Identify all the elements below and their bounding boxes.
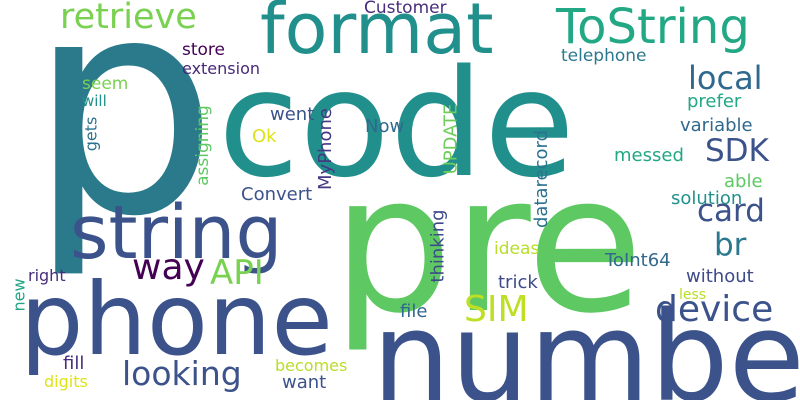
word-extension: extension — [182, 59, 260, 78]
word-assigning: assigning — [192, 105, 213, 186]
word-seem: seem — [82, 74, 129, 94]
word-update: UPDATE — [440, 103, 462, 175]
word-messed: messed — [614, 145, 684, 166]
word-phone: phone — [20, 261, 333, 378]
word-ok: Ok — [252, 126, 277, 147]
word-less: less — [679, 287, 707, 303]
word-prefer: prefer — [687, 91, 742, 112]
word-able: able — [724, 171, 763, 192]
word-api: API — [210, 253, 264, 293]
word-without: without — [686, 266, 754, 287]
word-gets: gets — [81, 116, 101, 152]
word-sim: SIM — [464, 289, 529, 330]
word-code: code — [218, 38, 575, 210]
word-local: local — [688, 59, 763, 97]
word-looking: looking — [122, 354, 242, 393]
word-store: store — [182, 40, 225, 60]
word-will: will — [82, 92, 107, 110]
word-number: number — [372, 286, 800, 400]
word-digits: digits — [44, 372, 88, 391]
word-card: card — [697, 193, 765, 229]
word-trick: trick — [498, 272, 538, 293]
word-fill: fill — [63, 353, 85, 374]
word-new: new — [9, 278, 29, 312]
word-string: string — [70, 190, 283, 276]
word-telephone: telephone — [561, 46, 647, 66]
word-myphone: MyPhone — [314, 108, 336, 190]
word-device: device — [655, 289, 774, 330]
word-br: br — [714, 227, 747, 263]
word-file: file — [400, 301, 428, 322]
word-way: way — [132, 247, 205, 288]
word-now: Now — [365, 116, 405, 137]
word-datarecord: datarecord — [531, 129, 553, 229]
word-variable: variable — [680, 115, 753, 136]
word-want: want — [282, 372, 327, 393]
word-thinking: thinking — [427, 209, 449, 283]
word-becomes: becomes — [275, 356, 348, 375]
word-retrieve: retrieve — [60, 0, 197, 37]
word-right: right — [28, 266, 66, 285]
word-sdk: SDK — [705, 133, 769, 169]
word-solution: solution — [671, 188, 743, 209]
word-p: p — [28, 0, 219, 282]
word-pre: pre — [332, 134, 644, 355]
word-format: format — [260, 0, 494, 70]
word-tostring: ToString — [556, 0, 750, 55]
word-ideas: ideas — [494, 239, 540, 259]
word-customer: Customer — [364, 0, 447, 18]
word-convert: Convert — [241, 184, 313, 205]
word-toint64: ToInt64 — [605, 250, 671, 271]
word-went: went — [270, 104, 315, 125]
